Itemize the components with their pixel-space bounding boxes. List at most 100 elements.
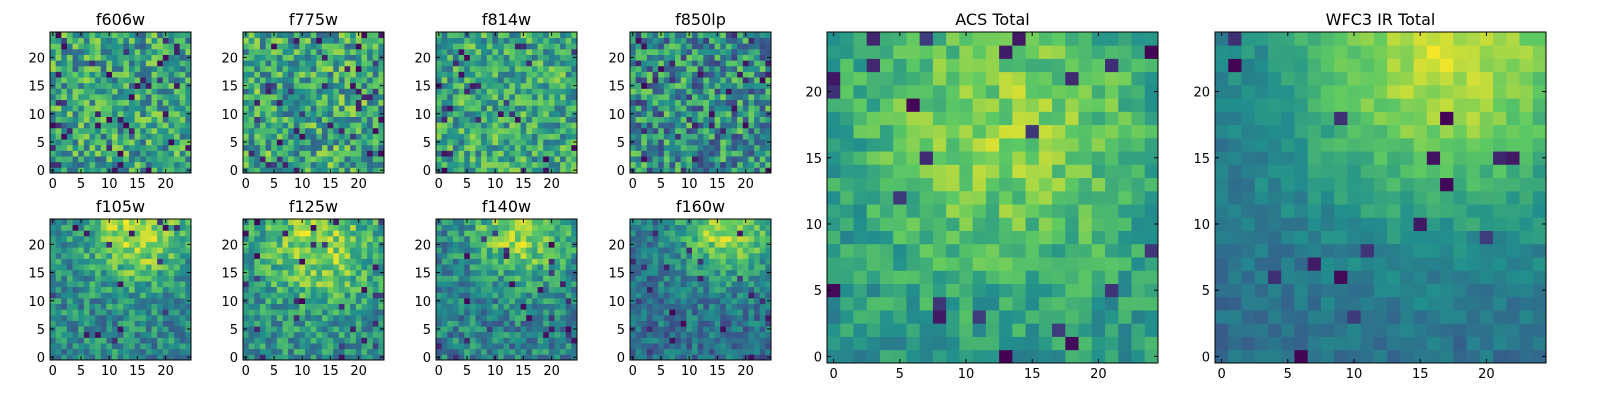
heatmap-cell <box>259 281 266 288</box>
heatmap-cell <box>531 224 538 231</box>
heatmap-cell <box>742 43 749 50</box>
heatmap-cell <box>305 354 312 361</box>
heatmap-cell <box>543 230 550 237</box>
heatmap-cell <box>95 144 102 151</box>
heatmap-cell <box>106 281 113 288</box>
heatmap-cell <box>498 32 505 39</box>
heatmap-cell <box>106 314 113 321</box>
heatmap-cell <box>78 60 85 67</box>
heatmap-cell <box>265 116 272 123</box>
heatmap-cell <box>321 343 328 350</box>
heatmap-cell <box>492 65 499 72</box>
heatmap-cell <box>692 32 699 39</box>
heatmap-cell <box>276 139 283 146</box>
heatmap-cell <box>675 65 682 72</box>
heatmap-cell <box>565 48 572 55</box>
heatmap-cell <box>697 99 704 106</box>
heatmap-cell <box>151 326 158 333</box>
heatmap-cell <box>66 320 73 327</box>
heatmap-cell <box>254 156 261 163</box>
heatmap-cell <box>145 94 152 101</box>
heatmap-cell <box>100 230 107 237</box>
heatmap-cell <box>441 337 448 344</box>
heatmap-cell <box>554 343 561 350</box>
heatmap-cell <box>765 99 772 106</box>
heatmap-cell <box>288 156 295 163</box>
heatmap-cell <box>254 281 261 288</box>
heatmap-cell <box>162 144 169 151</box>
heatmap-cell <box>720 326 727 333</box>
heatmap-cell <box>254 77 261 84</box>
heatmap-cell <box>714 320 721 327</box>
heatmap-cell <box>50 122 57 129</box>
heatmap-cell <box>686 297 693 304</box>
heatmap-cell <box>243 247 250 254</box>
heatmap-cell <box>571 235 578 242</box>
heatmap-cell <box>514 127 521 134</box>
heatmap-cell <box>243 320 250 327</box>
heatmap-cell <box>350 127 357 134</box>
heatmap-cell <box>714 150 721 157</box>
heatmap-cell <box>271 326 278 333</box>
heatmap-cell <box>537 320 544 327</box>
heatmap-cell <box>327 314 334 321</box>
heatmap-cell <box>641 54 648 61</box>
panel-title: f125w <box>289 197 338 216</box>
heatmap-cell <box>117 224 124 231</box>
heatmap-cell <box>503 133 510 140</box>
heatmap-cell <box>458 139 465 146</box>
heatmap-cell <box>554 320 561 327</box>
heatmap-cell <box>259 258 266 265</box>
heatmap-cell <box>299 326 306 333</box>
heatmap-cell <box>100 105 107 112</box>
heatmap-cell <box>765 94 772 101</box>
heatmap-cell <box>174 258 181 265</box>
heatmap-cell <box>321 247 328 254</box>
heatmap-cell <box>106 309 113 316</box>
heatmap-cell <box>469 99 476 106</box>
heatmap-cell <box>469 247 476 254</box>
heatmap-cell <box>663 37 670 44</box>
heatmap-cell <box>503 314 510 321</box>
heatmap-cell <box>669 65 676 72</box>
heatmap-cell <box>378 252 385 259</box>
heatmap-cell <box>630 337 637 344</box>
heatmap-cell <box>100 94 107 101</box>
heatmap-cell <box>117 99 124 106</box>
heatmap-cell <box>452 43 459 50</box>
heatmap-cell <box>486 60 493 67</box>
heatmap-cell <box>55 303 62 310</box>
heatmap-cell <box>78 348 85 355</box>
heatmap-cell <box>498 303 505 310</box>
heatmap-cell <box>305 326 312 333</box>
heatmap-cell <box>254 286 261 293</box>
heatmap-cell <box>548 116 555 123</box>
heatmap-cell <box>486 252 493 259</box>
heatmap-cell <box>748 354 755 361</box>
heatmap-cell <box>669 110 676 117</box>
heatmap-cell <box>481 116 488 123</box>
heatmap-cell <box>83 281 90 288</box>
heatmap-cell <box>708 32 715 39</box>
heatmap-cell <box>61 247 68 254</box>
heatmap-cell <box>754 286 761 293</box>
heatmap-cell <box>185 258 192 265</box>
heatmap-cell <box>151 99 158 106</box>
heatmap-cell <box>89 292 96 299</box>
x-tick-label: 20 <box>350 177 367 192</box>
heatmap-cell <box>481 281 488 288</box>
heatmap-cell <box>271 161 278 168</box>
heatmap-cell <box>765 303 772 310</box>
heatmap-cell <box>725 354 732 361</box>
heatmap-cell <box>571 48 578 55</box>
heatmap-cell <box>248 37 255 44</box>
heatmap-cell <box>83 150 90 157</box>
heatmap-cell <box>78 230 85 237</box>
heatmap-cell <box>350 37 357 44</box>
heatmap-cell <box>179 326 186 333</box>
y-tick-label: 5 <box>423 323 431 338</box>
heatmap-cell <box>134 156 141 163</box>
heatmap-cell <box>316 286 323 293</box>
heatmap-cell <box>680 281 687 288</box>
heatmap-cell <box>265 77 272 84</box>
